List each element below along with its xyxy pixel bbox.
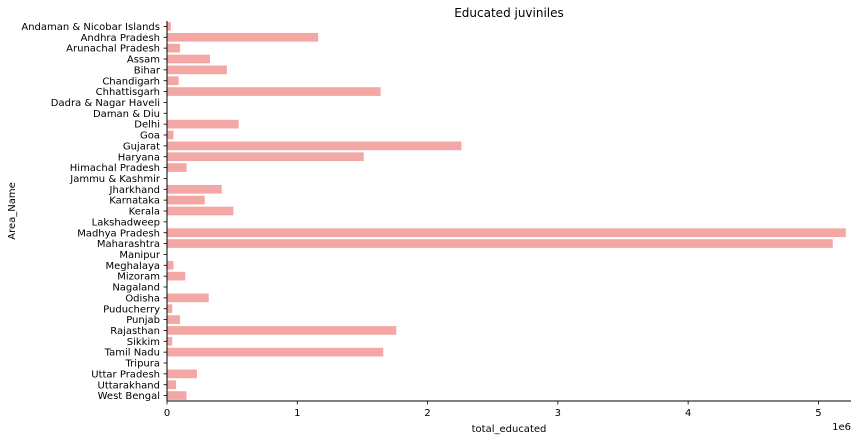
y-tick-label: Tripura — [125, 359, 160, 370]
y-tick-label: Goa — [140, 131, 160, 142]
bar — [167, 369, 197, 379]
y-axis-label: Area_Name — [7, 182, 18, 240]
y-tick-label: Dadra & Nagar Haveli — [51, 98, 160, 109]
y-tick-label: Uttarakhand — [98, 380, 160, 391]
y-tick-label: Punjab — [126, 315, 160, 326]
y-tick-label: Assam — [127, 55, 160, 66]
x-tick-label: 2 — [424, 408, 430, 419]
bar — [167, 326, 397, 335]
chart-title: Educated juviniles — [454, 6, 564, 20]
bars-layer — [167, 22, 846, 400]
y-tick-label: Meghalaya — [105, 261, 160, 272]
bar — [167, 43, 181, 53]
y-tick-label: Maharashtra — [97, 239, 160, 250]
y-tick-label: Himachal Pradesh — [70, 163, 160, 174]
y-tick-label: Rajasthan — [110, 326, 160, 337]
y-tick-label: Chandigarh — [102, 76, 160, 87]
x-tick-labels: 0 1 2 3 4 5 — [164, 401, 822, 419]
bar — [167, 391, 187, 400]
bar — [167, 304, 173, 314]
y-tick-label: Delhi — [134, 120, 160, 131]
y-tick-label: Odisha — [125, 293, 160, 304]
y-tick-label: Manipur — [119, 250, 161, 261]
y-tick-label: Daman & Diu — [93, 109, 160, 120]
bar — [167, 239, 833, 248]
bar — [167, 271, 186, 281]
y-tick-label: Andaman & Nicobar Islands — [21, 22, 160, 33]
y-tick-label: West Bengal — [98, 391, 160, 402]
bar — [167, 87, 381, 96]
bar — [167, 65, 227, 75]
y-tick-label: Bihar — [134, 65, 161, 76]
x-tick-label: 4 — [685, 408, 691, 419]
y-tick-label: Arunachal Pradesh — [66, 44, 160, 55]
x-axis-label: total_educated — [472, 424, 547, 435]
x-axis-offset-text: 1e6 — [832, 422, 851, 433]
y-tick-label: Jharkhand — [109, 185, 160, 196]
bar — [167, 163, 187, 172]
y-tick-label: Mizoram — [117, 272, 160, 283]
bar — [167, 336, 173, 346]
bar — [167, 54, 210, 64]
y-tick-label: Chhattisgarh — [96, 87, 160, 98]
x-tick-label: 5 — [815, 408, 821, 419]
y-tick-label: Lakshadweep — [92, 217, 160, 228]
y-tick-label: Tamil Nadu — [104, 348, 160, 359]
bar — [167, 206, 234, 216]
y-tick-label: Kerala — [129, 207, 160, 218]
bar — [167, 228, 846, 238]
bar — [167, 141, 462, 151]
bar — [167, 347, 384, 357]
y-tick-label: Puducherry — [103, 304, 160, 315]
bar — [167, 195, 205, 205]
y-tick-label: Gujarat — [123, 141, 160, 152]
y-tick-label: Jammu & Kashmir — [69, 174, 161, 185]
y-tick-label: Madhya Pradesh — [77, 228, 160, 239]
y-tick-label: Andhra Pradesh — [81, 33, 160, 44]
x-tick-label: 0 — [164, 408, 170, 419]
y-tick-label: Nagaland — [112, 283, 160, 294]
bar — [167, 380, 177, 390]
y-tick-label: Karnataka — [109, 196, 160, 207]
bar — [167, 184, 222, 194]
bar — [167, 152, 364, 162]
bar — [167, 32, 319, 42]
bar — [167, 293, 209, 303]
x-tick-label: 1 — [294, 408, 300, 419]
x-tick-label: 3 — [555, 408, 561, 419]
bar — [167, 119, 239, 129]
bar — [167, 260, 174, 270]
bar — [167, 130, 174, 140]
bar — [167, 76, 179, 86]
bar — [167, 315, 181, 324]
bar — [167, 22, 171, 31]
y-tick-label: Sikkim — [127, 337, 160, 348]
y-tick-label: Haryana — [118, 152, 160, 163]
y-tick-label: Uttar Pradesh — [91, 369, 160, 380]
